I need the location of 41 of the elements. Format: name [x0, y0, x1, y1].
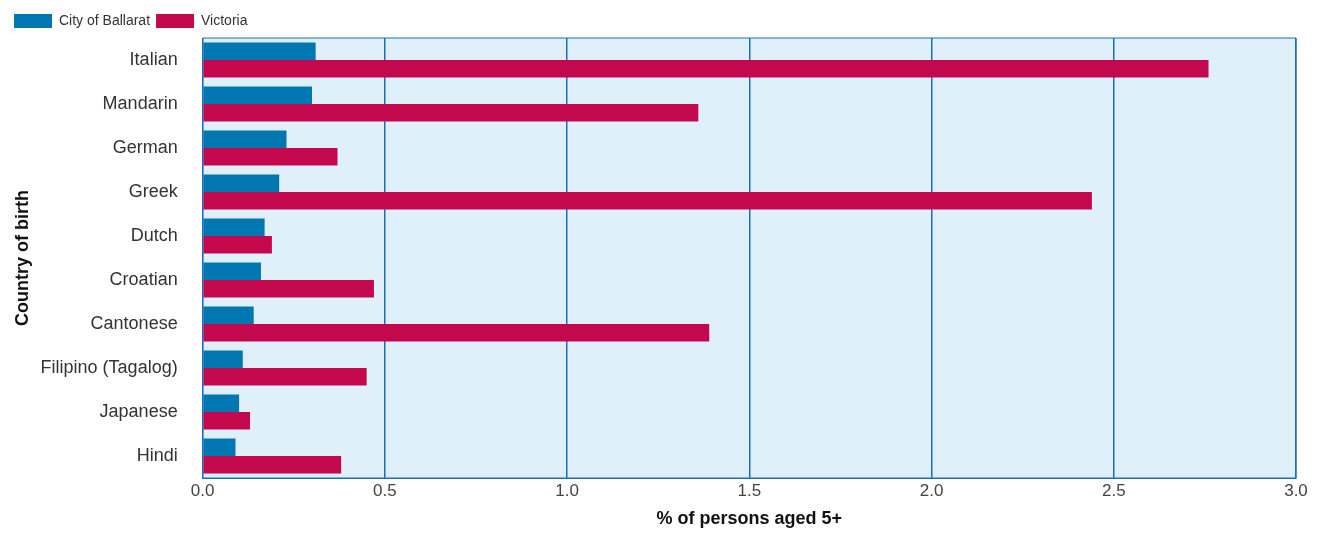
bar [203, 262, 261, 280]
bar [203, 104, 699, 122]
y-axis-title: Country of birth [11, 190, 32, 326]
bar [203, 368, 367, 386]
bar [203, 394, 240, 412]
x-tick-label: 3.0 [1284, 480, 1308, 500]
bar [203, 218, 265, 236]
y-tick-label: Japanese [99, 400, 178, 421]
y-tick-label: German [112, 136, 178, 157]
legend-label: Victoria [201, 11, 248, 28]
x-tick-label: 1.5 [737, 480, 762, 500]
y-tick-label: Italian [129, 48, 178, 69]
y-tick-label: Cantonese [90, 312, 178, 333]
bar [203, 60, 1209, 78]
bar [203, 236, 272, 254]
bar [203, 438, 236, 456]
x-tick-label: 1.0 [555, 480, 579, 500]
bar [203, 130, 287, 148]
bar [203, 350, 243, 368]
x-axis-title: % of persons aged 5+ [656, 508, 843, 529]
y-tick-label: Hindi [136, 444, 178, 465]
x-tick-label: 2.0 [919, 480, 944, 500]
bar [203, 86, 312, 104]
y-tick-label: Filipino (Tagalog) [40, 356, 178, 377]
bar [203, 280, 374, 298]
bar [203, 174, 280, 192]
bar [203, 192, 1092, 210]
y-tick-label: Greek [128, 180, 179, 201]
bar [203, 306, 254, 324]
bar [203, 324, 710, 342]
x-tick-label: 0.5 [373, 480, 397, 500]
bar [203, 42, 316, 60]
x-tick-label: 2.5 [1101, 480, 1126, 500]
x-tick-label: 0.0 [190, 480, 215, 500]
y-tick-label: Mandarin [102, 92, 178, 113]
y-tick-label: Croatian [109, 268, 178, 289]
bar [203, 412, 251, 430]
legend-label: City of Ballarat [59, 11, 151, 28]
bar [203, 456, 342, 474]
bar [203, 148, 338, 166]
y-tick-label: Dutch [130, 224, 178, 245]
